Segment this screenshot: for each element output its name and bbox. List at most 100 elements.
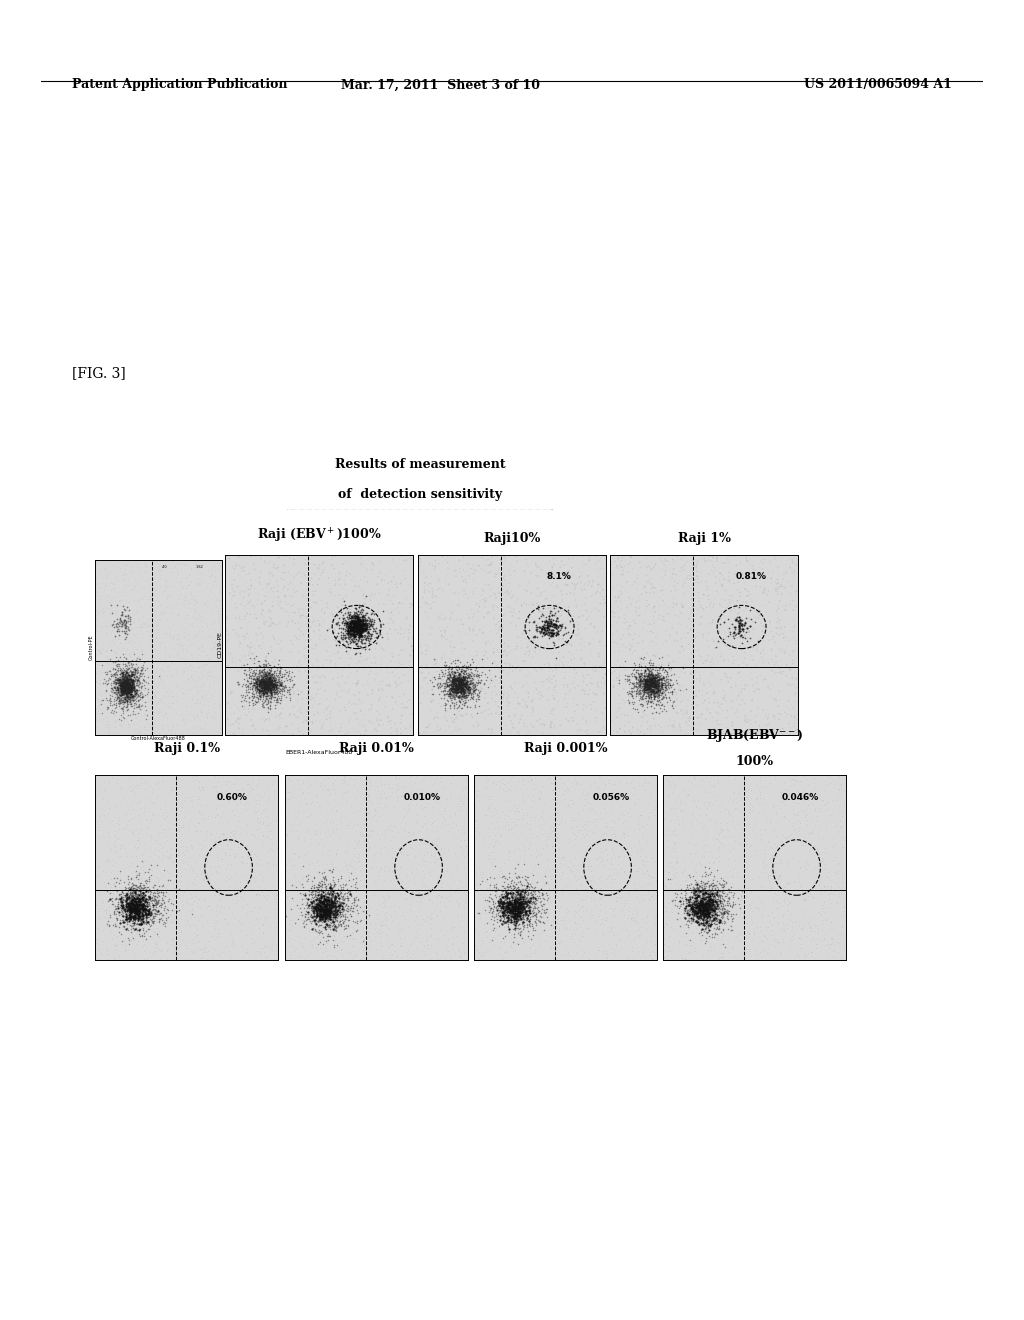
Point (279, 661, 295, 682)
Point (725, 891, 741, 912)
Point (119, 667, 135, 688)
Point (343, 796, 359, 817)
Point (515, 888, 531, 909)
Point (668, 886, 684, 907)
Point (267, 853, 284, 874)
Point (316, 873, 333, 894)
Point (753, 643, 769, 664)
Point (563, 923, 580, 944)
Point (318, 913, 335, 935)
Point (509, 890, 525, 911)
Point (248, 783, 264, 804)
Point (157, 636, 173, 657)
Point (369, 710, 385, 731)
Point (579, 843, 595, 865)
Point (692, 664, 709, 685)
Point (560, 857, 577, 878)
Point (645, 697, 662, 718)
Point (444, 667, 461, 688)
Point (742, 907, 759, 928)
Point (470, 711, 486, 733)
Point (467, 675, 483, 696)
Point (494, 904, 510, 925)
Point (546, 879, 562, 900)
Point (119, 651, 135, 672)
Point (562, 851, 579, 873)
Point (317, 898, 334, 919)
Point (540, 614, 556, 635)
Point (160, 715, 176, 737)
Point (696, 883, 713, 904)
Point (500, 916, 516, 937)
Point (581, 548, 597, 569)
Point (343, 606, 359, 627)
Point (527, 892, 544, 913)
Point (708, 892, 724, 913)
Point (205, 660, 221, 681)
Point (117, 681, 133, 702)
Point (702, 655, 719, 676)
Point (701, 882, 718, 903)
Point (113, 669, 129, 690)
Point (790, 920, 806, 941)
Point (640, 663, 656, 684)
Point (749, 788, 765, 809)
Point (132, 882, 148, 903)
Point (353, 615, 370, 636)
Point (548, 595, 564, 616)
Point (480, 849, 497, 870)
Point (692, 895, 709, 916)
Point (572, 774, 589, 795)
Point (432, 677, 449, 698)
Point (455, 681, 471, 702)
Point (514, 896, 530, 917)
Point (567, 904, 584, 925)
Point (639, 682, 655, 704)
Point (125, 690, 141, 711)
Point (318, 908, 335, 929)
Point (102, 694, 119, 715)
Point (709, 548, 725, 569)
Point (759, 942, 775, 964)
Point (299, 871, 315, 892)
Point (112, 659, 128, 680)
Point (133, 626, 150, 647)
Point (120, 623, 136, 644)
Point (522, 900, 539, 921)
Point (127, 688, 143, 709)
Point (194, 656, 210, 677)
Point (119, 684, 135, 705)
Point (191, 777, 208, 799)
Point (268, 673, 285, 694)
Point (260, 667, 276, 688)
Point (264, 935, 281, 956)
Point (176, 805, 193, 826)
Point (404, 789, 421, 810)
Point (644, 665, 660, 686)
Point (307, 892, 324, 913)
Point (414, 816, 430, 837)
Point (471, 546, 487, 568)
Point (307, 898, 324, 919)
Point (351, 689, 368, 710)
Point (125, 874, 141, 895)
Point (584, 698, 600, 719)
Point (658, 663, 675, 684)
Point (465, 554, 481, 576)
Point (728, 609, 744, 630)
Point (123, 909, 139, 931)
Point (526, 892, 543, 913)
Point (308, 902, 325, 923)
Point (109, 933, 125, 954)
Point (700, 589, 717, 610)
Point (349, 899, 366, 920)
Point (108, 888, 124, 909)
Point (733, 887, 750, 908)
Point (135, 587, 152, 609)
Point (124, 554, 140, 576)
Point (757, 840, 773, 861)
Point (226, 846, 243, 867)
Point (118, 681, 134, 702)
Point (496, 871, 512, 892)
Point (487, 882, 504, 903)
